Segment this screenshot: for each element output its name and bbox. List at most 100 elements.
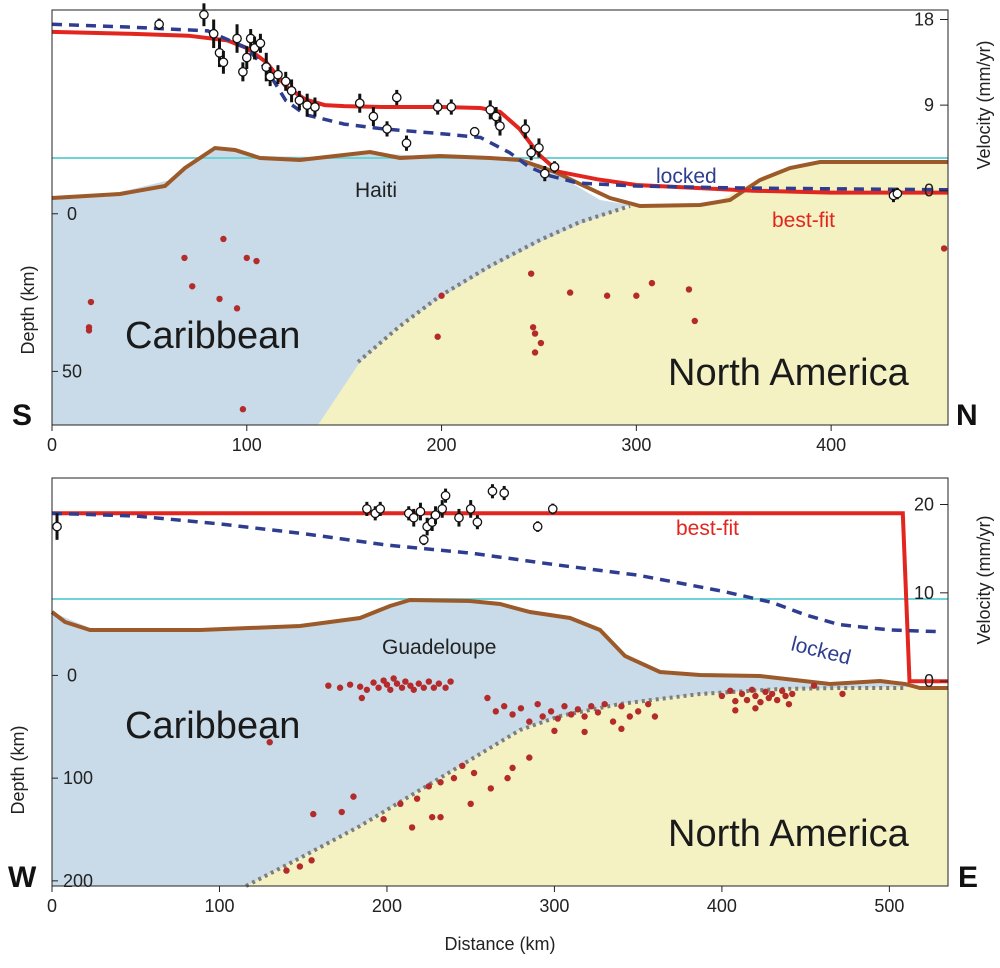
top-gps-station bbox=[232, 24, 242, 53]
bottom-earthquake-dot bbox=[601, 700, 608, 708]
bottom-earthquake-dot bbox=[350, 793, 357, 800]
top-gps-point bbox=[218, 57, 229, 68]
bottom-gps-station bbox=[532, 521, 543, 532]
top-gps-station bbox=[294, 90, 305, 110]
bottom-earthquake-dot bbox=[509, 711, 516, 718]
top-gps-point bbox=[310, 102, 320, 112]
bottom-earthquake-dot bbox=[437, 813, 444, 821]
bottom-earthquake-dot bbox=[397, 800, 404, 808]
bottom-x-axis: 0 100 200 300 400 500 bbox=[47, 886, 904, 916]
bottom-earthquake-dot bbox=[618, 725, 625, 733]
top-x-tick-label: 300 bbox=[621, 435, 651, 455]
bottom-gps-point bbox=[418, 534, 429, 545]
bottom-velocity-axis: 0 10 20 bbox=[914, 495, 948, 691]
bottom-slab-boundary bbox=[245, 686, 905, 888]
bottom-topography-line bbox=[50, 597, 948, 690]
top-gps-station bbox=[495, 116, 505, 136]
bottom-earthquake-dot bbox=[296, 863, 304, 870]
bottom-earthquake-dot bbox=[467, 800, 474, 808]
bottom-best-fit-label: best-fit bbox=[676, 517, 739, 540]
top-x-tick-label: 400 bbox=[816, 435, 846, 455]
bottom-earthquake-dot bbox=[588, 703, 595, 710]
top-earthquake-dot bbox=[253, 257, 260, 265]
top-earthquake-dot bbox=[537, 339, 545, 347]
bottom-earthquake-dot bbox=[732, 707, 739, 714]
top-plate-left-label: Caribbean bbox=[125, 315, 300, 357]
top-gps-point bbox=[534, 143, 544, 153]
bottom-earthquake-dot bbox=[718, 692, 726, 700]
bottom-x-tick-label: 0 bbox=[47, 896, 57, 916]
bottom-x-tick-label: 500 bbox=[874, 896, 904, 916]
x-axis-title: Distance (km) bbox=[444, 934, 555, 954]
top-gps-point bbox=[238, 66, 248, 77]
bottom-earthquake-dot bbox=[283, 867, 290, 874]
top-gps-point bbox=[892, 188, 903, 199]
top-gps-station bbox=[491, 107, 501, 127]
top-gps-station bbox=[549, 161, 560, 173]
top-north-america-region bbox=[318, 162, 948, 425]
bottom-earthquake-dot bbox=[574, 706, 582, 713]
top-gps-point bbox=[280, 76, 291, 87]
bottom-earthquake-dot bbox=[470, 769, 478, 777]
bottom-depth-tick-label: 200 bbox=[63, 871, 93, 891]
bottom-gps-station bbox=[408, 508, 419, 527]
top-gps-station bbox=[238, 62, 248, 82]
top-gps-station bbox=[520, 119, 531, 139]
bottom-earthquake-dot bbox=[551, 727, 558, 735]
bottom-location-label: Guadeloupe bbox=[382, 636, 496, 659]
bottom-plate-left-label: Caribbean bbox=[125, 705, 300, 747]
bottom-earthquake-dot bbox=[425, 783, 433, 790]
top-plate-right-label: North America bbox=[668, 352, 910, 394]
bottom-earthquake-dot bbox=[517, 705, 525, 712]
bottom-earthquake-dot bbox=[768, 690, 776, 698]
top-earthquake-dot bbox=[189, 283, 196, 290]
bottom-earthquake-dot bbox=[500, 703, 508, 710]
top-x-axis: 0 100 200 300 400 bbox=[47, 425, 846, 455]
bottom-velocity-curves bbox=[51, 511, 948, 684]
top-gps-station bbox=[280, 71, 291, 91]
bottom-velocity-axis-label: Velocity (mm/yr) bbox=[974, 515, 994, 644]
top-gps-station bbox=[265, 67, 276, 87]
guadeloupe-panel: 0 100 200 300 400 500 0 100 200 0 10 20 Guadeloup… bbox=[8, 477, 994, 954]
top-gps-point bbox=[368, 111, 379, 122]
bottom-earthquake-dot bbox=[492, 708, 500, 715]
top-earthquake-dot bbox=[685, 286, 693, 293]
bottom-earthquake-dot bbox=[413, 795, 421, 802]
bottom-velocity-tick-label: 20 bbox=[914, 495, 934, 515]
bottom-gps-station bbox=[418, 534, 429, 546]
top-gps-point bbox=[273, 69, 283, 80]
bottom-x-tick-label: 300 bbox=[539, 896, 569, 916]
top-earthquake-dot bbox=[529, 324, 537, 331]
bottom-earthquake-dot bbox=[437, 779, 444, 786]
bottom-earthquake-dot bbox=[748, 686, 756, 693]
bottom-earthquake-dot bbox=[810, 682, 818, 689]
top-gps-station bbox=[382, 121, 392, 137]
top-earthquake-dot bbox=[648, 279, 656, 287]
top-gps-station bbox=[218, 50, 229, 74]
top-earthquake-dot bbox=[531, 349, 539, 356]
bottom-gps-point bbox=[375, 504, 386, 514]
bottom-gps-observations bbox=[52, 484, 558, 546]
bottom-gps-point bbox=[430, 510, 441, 520]
bottom-earthquake-dot bbox=[732, 697, 739, 705]
top-gps-station bbox=[310, 97, 320, 117]
bottom-earthquake-dot bbox=[778, 687, 786, 695]
bottom-gps-point bbox=[440, 490, 451, 501]
top-gps-point bbox=[265, 71, 276, 82]
bottom-gps-point bbox=[408, 512, 419, 523]
bottom-best-fit-curve bbox=[52, 511, 948, 684]
bottom-earthquake-dot bbox=[266, 738, 273, 746]
top-gps-point bbox=[232, 33, 242, 44]
bottom-earthquake-dot bbox=[425, 678, 433, 685]
bottom-earthquake-dot bbox=[757, 698, 764, 706]
bottom-x-tick-label: 200 bbox=[372, 896, 402, 916]
top-gps-point bbox=[382, 124, 392, 134]
top-gps-station bbox=[391, 89, 402, 106]
top-earthquake-dot bbox=[633, 292, 640, 299]
bottom-earthquake-dot bbox=[428, 813, 436, 821]
top-gps-point bbox=[255, 38, 266, 49]
top-earthquake-dot bbox=[233, 305, 241, 312]
bottom-earthquake-dot bbox=[398, 684, 406, 691]
top-earthquake-dot bbox=[438, 292, 445, 299]
